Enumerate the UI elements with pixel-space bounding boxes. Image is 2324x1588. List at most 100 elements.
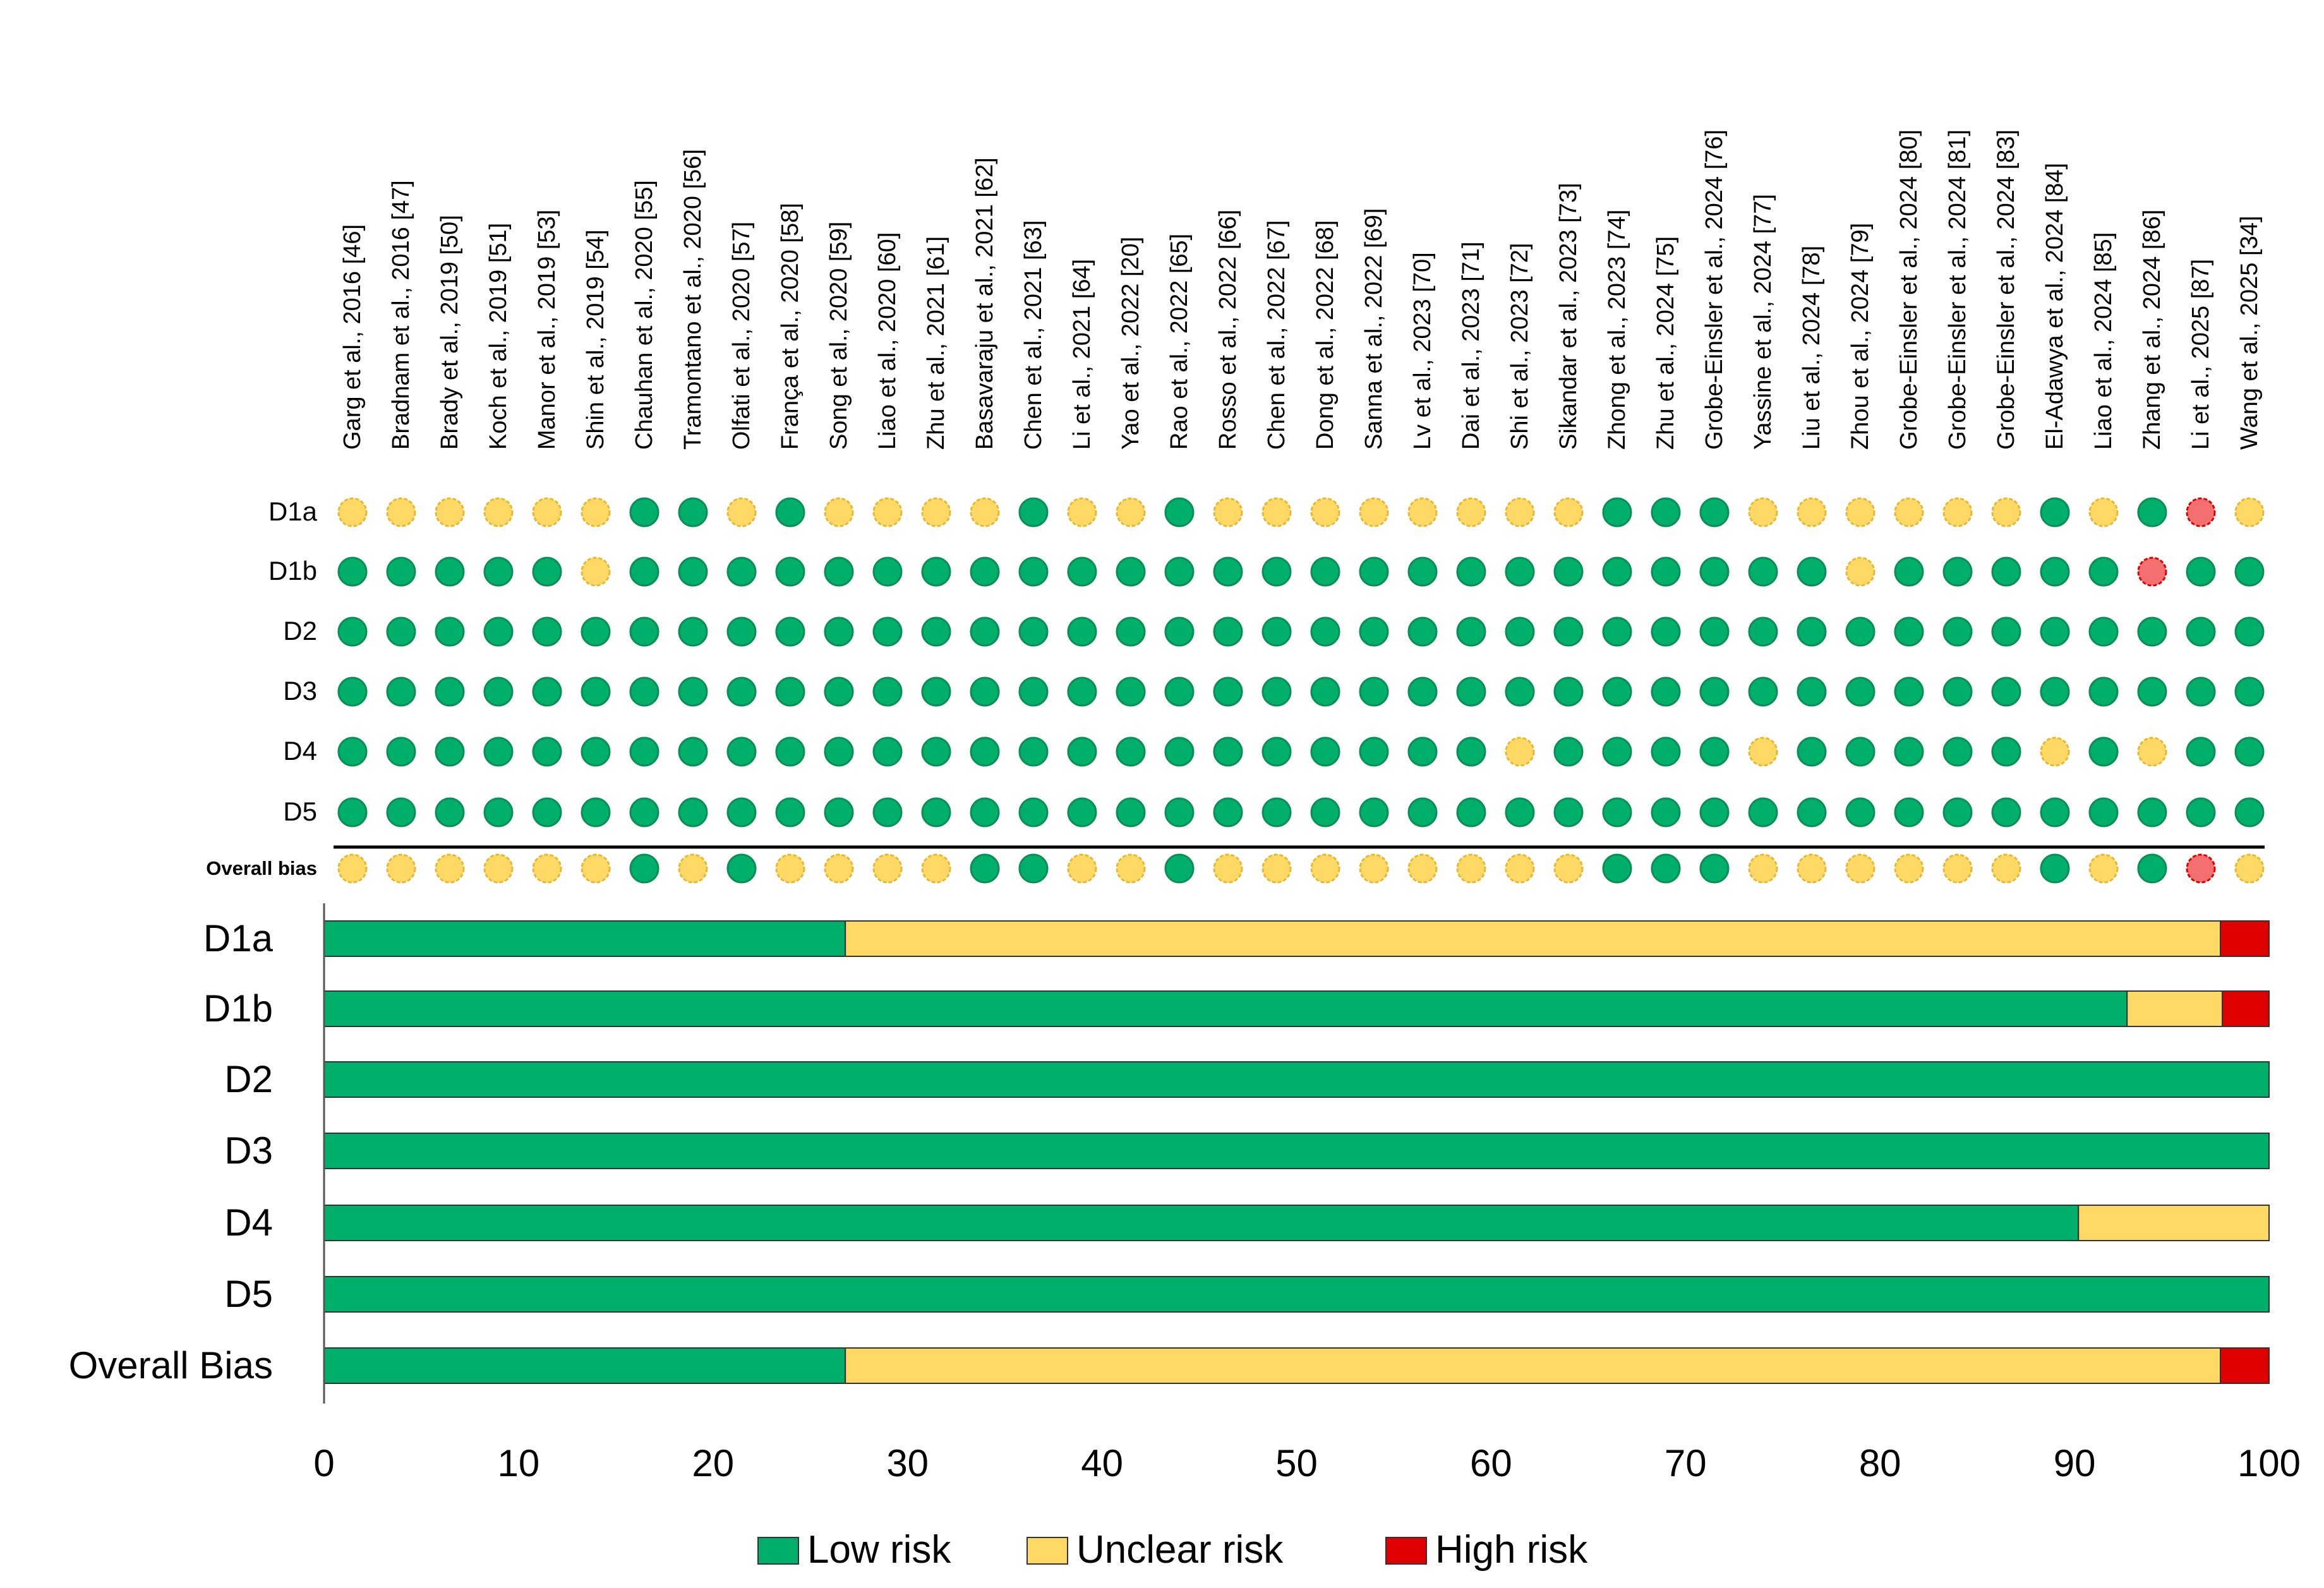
rating-dot-low bbox=[1942, 737, 1973, 767]
rating-dot-low bbox=[678, 737, 708, 767]
rating-dot-low bbox=[337, 556, 368, 587]
rating-dot-low bbox=[2040, 556, 2070, 587]
rating-dot-unclear bbox=[1991, 853, 2021, 884]
rating-dot-low bbox=[824, 617, 854, 647]
rating-dot-low bbox=[2040, 853, 2070, 884]
rating-dot-unclear bbox=[483, 497, 514, 527]
bar-segment-low bbox=[323, 1133, 2270, 1169]
rating-dot-low bbox=[1651, 853, 1681, 884]
rating-dot-low bbox=[1067, 617, 1097, 647]
rating-dot-unclear bbox=[1359, 497, 1389, 527]
rating-dot-low bbox=[1310, 556, 1340, 587]
rating-dot-unclear bbox=[435, 853, 465, 884]
rating-dot-low bbox=[2234, 617, 2265, 647]
rating-dot-low bbox=[2186, 737, 2216, 767]
rating-dot-unclear bbox=[435, 497, 465, 527]
rating-dots bbox=[337, 497, 2265, 884]
rating-dot-unclear bbox=[386, 853, 416, 884]
bar-category-label: D4 bbox=[224, 1201, 273, 1244]
rating-dot-unclear bbox=[1845, 853, 1875, 884]
rating-dot-low bbox=[1359, 617, 1389, 647]
legend: Low risk Unclear risk High risk bbox=[757, 1528, 1588, 1572]
rating-dot-low bbox=[726, 737, 757, 767]
x-tick-label: 60 bbox=[1470, 1442, 1512, 1484]
rating-dot-low bbox=[1407, 797, 1438, 827]
rating-dot-low bbox=[1359, 677, 1389, 707]
study-label: Wang et al., 2025 [34] bbox=[2236, 216, 2263, 450]
rating-dot-low bbox=[1359, 556, 1389, 587]
study-label: Olfati et al., 2020 [57] bbox=[728, 222, 755, 450]
study-label: Manor et al., 2019 [53] bbox=[534, 210, 560, 450]
study-label: Sanna et al., 2022 [69] bbox=[1361, 208, 1387, 450]
rating-dot-low bbox=[1067, 797, 1097, 827]
rating-dot-low bbox=[2234, 677, 2265, 707]
rating-dot-low bbox=[1991, 556, 2021, 587]
bar-segment-low bbox=[323, 990, 2128, 1027]
rating-dot-unclear bbox=[2040, 737, 2070, 767]
rating-dot-low bbox=[1116, 617, 1146, 647]
bar-segment-low bbox=[323, 920, 846, 957]
bar-segment-low bbox=[323, 1276, 2270, 1313]
rating-dot-low bbox=[1018, 556, 1049, 587]
rating-dot-low bbox=[629, 497, 659, 527]
rating-dot-unclear bbox=[1748, 853, 1778, 884]
rating-dot-low bbox=[970, 797, 1000, 827]
rating-dot-unclear bbox=[1213, 497, 1243, 527]
domain-row-label: D5 bbox=[283, 797, 317, 826]
rating-dot-low bbox=[1505, 797, 1535, 827]
rating-dot-unclear bbox=[1456, 853, 1486, 884]
rating-dot-low bbox=[1602, 617, 1632, 647]
rating-dot-unclear bbox=[824, 497, 854, 527]
rating-dot-unclear bbox=[921, 497, 951, 527]
rating-dot-unclear bbox=[337, 853, 368, 884]
study-label: Chauhan et al., 2020 [55] bbox=[631, 180, 658, 450]
rating-dot-low bbox=[532, 556, 562, 587]
x-tick-label: 70 bbox=[1665, 1442, 1707, 1484]
rating-dot-low bbox=[1991, 617, 2021, 647]
rating-dot-unclear bbox=[1553, 497, 1584, 527]
x-tick-label: 90 bbox=[2054, 1442, 2096, 1484]
rating-dot-unclear bbox=[1116, 497, 1146, 527]
rating-dot-unclear bbox=[1942, 497, 1973, 527]
bar-category-label: D5 bbox=[224, 1273, 273, 1315]
rating-dot-low bbox=[386, 797, 416, 827]
x-tick-label: 30 bbox=[886, 1442, 929, 1484]
rating-dot-low bbox=[2137, 853, 2167, 884]
rating-dot-low bbox=[2088, 677, 2119, 707]
rating-dot-unclear bbox=[532, 497, 562, 527]
study-label: Zhu et al., 2021 [61] bbox=[923, 236, 949, 450]
rating-dot-low bbox=[1456, 677, 1486, 707]
rating-dot-low bbox=[1018, 737, 1049, 767]
study-label: Liao et al., 2024 [85] bbox=[2090, 232, 2117, 450]
bar-segment-unclear bbox=[2126, 990, 2224, 1027]
rating-dot-low bbox=[872, 677, 903, 707]
rating-dot-unclear bbox=[2088, 497, 2119, 527]
rating-dot-low bbox=[1602, 497, 1632, 527]
rating-dot-low bbox=[1602, 556, 1632, 587]
study-label: Li et al., 2021 [64] bbox=[1069, 259, 1095, 450]
rating-dot-low bbox=[1553, 797, 1584, 827]
rating-dot-low bbox=[1699, 617, 1730, 647]
rating-dot-low bbox=[775, 737, 805, 767]
rating-dot-low bbox=[1261, 556, 1292, 587]
rating-dot-low bbox=[1310, 617, 1340, 647]
rating-dot-high bbox=[2186, 497, 2216, 527]
study-label: Grobe-Einsler et al., 2024 [80] bbox=[1896, 129, 1922, 450]
overall-bias-row-label: Overall bias bbox=[206, 857, 317, 879]
rating-dot-low bbox=[386, 556, 416, 587]
rating-dot-low bbox=[2186, 797, 2216, 827]
bar-segment-high bbox=[2220, 920, 2270, 957]
legend-label: Unclear risk bbox=[1076, 1528, 1284, 1572]
rating-dot-low bbox=[1164, 497, 1195, 527]
rating-dot-low bbox=[2088, 737, 2119, 767]
study-label: Brady et al., 2019 [50] bbox=[437, 215, 463, 450]
x-tick-label: 40 bbox=[1081, 1442, 1123, 1484]
rating-dot-unclear bbox=[1748, 497, 1778, 527]
rating-dot-low bbox=[726, 617, 757, 647]
rating-dot-low bbox=[970, 737, 1000, 767]
rating-dot-unclear bbox=[775, 853, 805, 884]
rating-dot-low bbox=[1018, 497, 1049, 527]
study-label: Shi et al., 2023 [72] bbox=[1507, 243, 1533, 450]
rating-dot-low bbox=[581, 737, 611, 767]
